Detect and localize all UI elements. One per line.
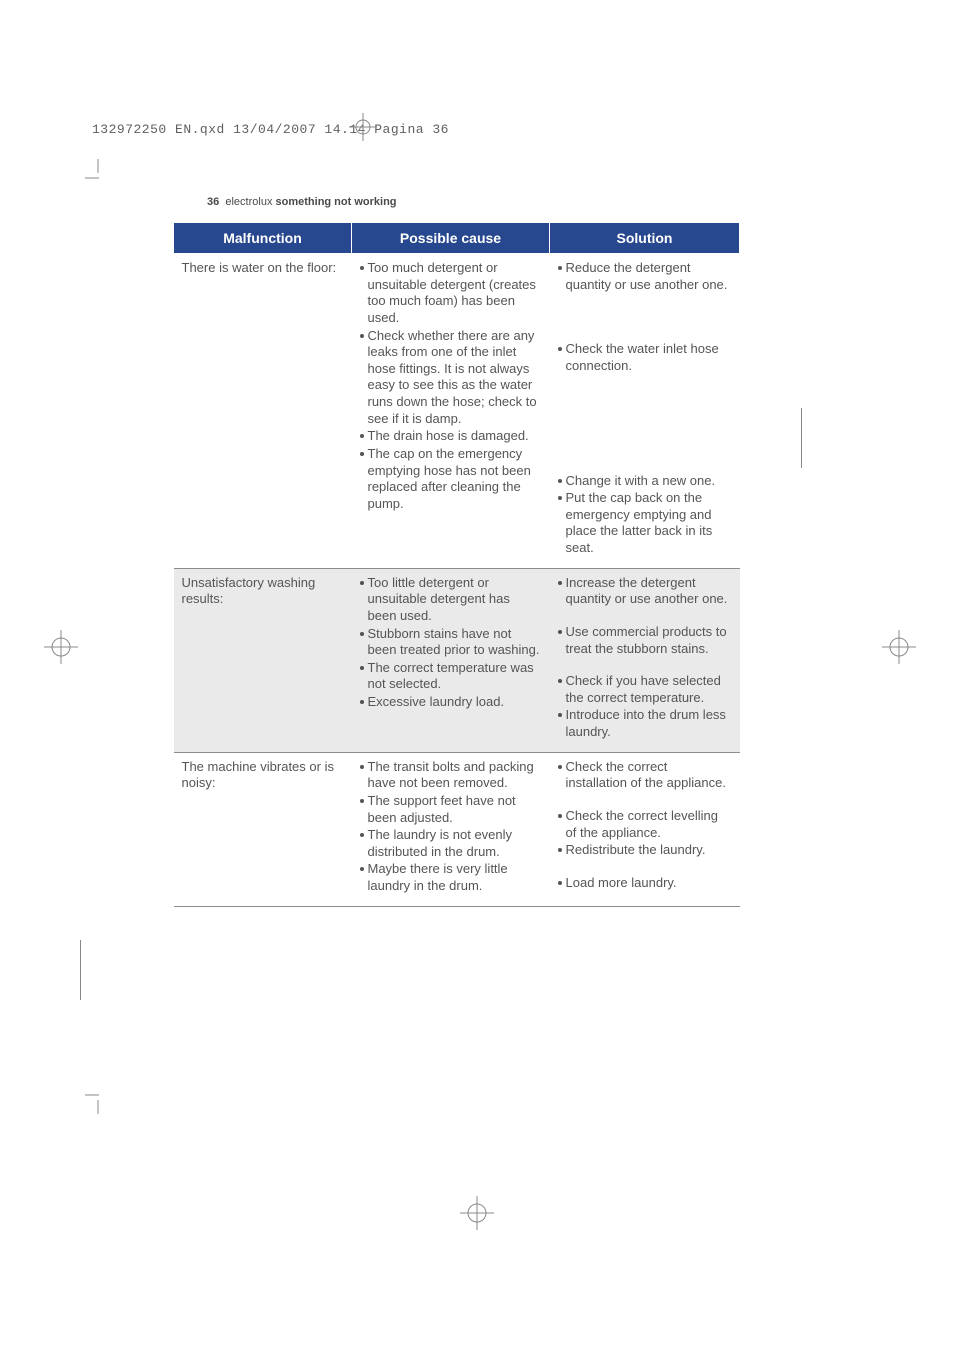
header-malfunction: Malfunction <box>174 223 352 254</box>
cause-item: Maybe there is very little laundry in th… <box>360 861 542 894</box>
cause-item: Excessive laundry load. <box>360 694 542 711</box>
solution-item: Put the cap back on the emergency emptyi… <box>558 490 732 557</box>
solution-item: Load more laundry. <box>558 875 732 892</box>
solution-cell: Reduce the detergent quantity or use ano… <box>550 254 740 569</box>
table-header-row: Malfunction Possible cause Solution <box>174 223 740 254</box>
registration-icon <box>349 113 377 141</box>
table-body: There is water on the floor:Too much det… <box>174 254 740 907</box>
header-solution: Solution <box>550 223 740 254</box>
section-title: something not working <box>276 196 397 208</box>
solution-cell: Check the correct installation of the ap… <box>550 752 740 906</box>
malfunction-cell: The machine vibrates or is noisy: <box>174 752 352 906</box>
print-header: 132972250 EN.qxd 13/04/2007 14.14 Pagina… <box>92 122 449 137</box>
registration-icon <box>460 1196 494 1230</box>
solution-item: Introduce into the drum less laundry. <box>558 707 732 740</box>
solution-item: Check the correct installation of the ap… <box>558 759 732 792</box>
cause-item: The correct temperature was not selected… <box>360 660 542 693</box>
page-heading: 36 electrolux something not working <box>207 196 397 208</box>
solution-item: Check if you have selected the correct t… <box>558 673 732 706</box>
header-cause: Possible cause <box>352 223 550 254</box>
cause-item: The transit bolts and packing have not b… <box>360 759 542 792</box>
crop-mark-icon <box>79 159 99 179</box>
cause-item: Too little detergent or unsuitable deter… <box>360 575 542 625</box>
cause-item: The cap on the emergency emptying hose h… <box>360 446 542 513</box>
cause-item: Check whether there are any leaks from o… <box>360 328 542 428</box>
table-row: There is water on the floor:Too much det… <box>174 254 740 569</box>
cause-item: Stubborn stains have not been treated pr… <box>360 626 542 659</box>
crop-bar <box>801 408 802 468</box>
solution-item: Redistribute the laundry. <box>558 842 732 859</box>
solution-item: Check the water inlet hose connection. <box>558 341 732 374</box>
malfunction-cell: There is water on the floor: <box>174 254 352 569</box>
brand-name: electrolux <box>225 196 272 208</box>
troubleshoot-table: Malfunction Possible cause Solution Ther… <box>173 222 740 907</box>
cause-item: The support feet have not been adjusted. <box>360 793 542 826</box>
cause-cell: Too much detergent or unsuitable deterge… <box>352 254 550 569</box>
crop-mark-icon <box>79 1094 99 1114</box>
page-number: 36 <box>207 196 219 208</box>
solution-item: Increase the detergent quantity or use a… <box>558 575 732 608</box>
solution-item: Check the correct levelling of the appli… <box>558 808 732 841</box>
solution-item: Reduce the detergent quantity or use ano… <box>558 260 732 293</box>
registration-icon <box>882 630 916 664</box>
registration-icon <box>44 630 78 664</box>
table-row: The machine vibrates or is noisy:The tra… <box>174 752 740 906</box>
cause-item: Too much detergent or unsuitable deterge… <box>360 260 542 327</box>
table-row: Unsatisfactory washing results:Too littl… <box>174 568 740 752</box>
solution-cell: Increase the detergent quantity or use a… <box>550 568 740 752</box>
solution-item: Use commercial products to treat the stu… <box>558 624 732 657</box>
cause-cell: The transit bolts and packing have not b… <box>352 752 550 906</box>
crop-bar <box>80 940 81 1000</box>
cause-item: The drain hose is damaged. <box>360 428 542 445</box>
malfunction-cell: Unsatisfactory washing results: <box>174 568 352 752</box>
cause-cell: Too little detergent or unsuitable deter… <box>352 568 550 752</box>
solution-item: Change it with a new one. <box>558 473 732 490</box>
cause-item: The laundry is not evenly distributed in… <box>360 827 542 860</box>
